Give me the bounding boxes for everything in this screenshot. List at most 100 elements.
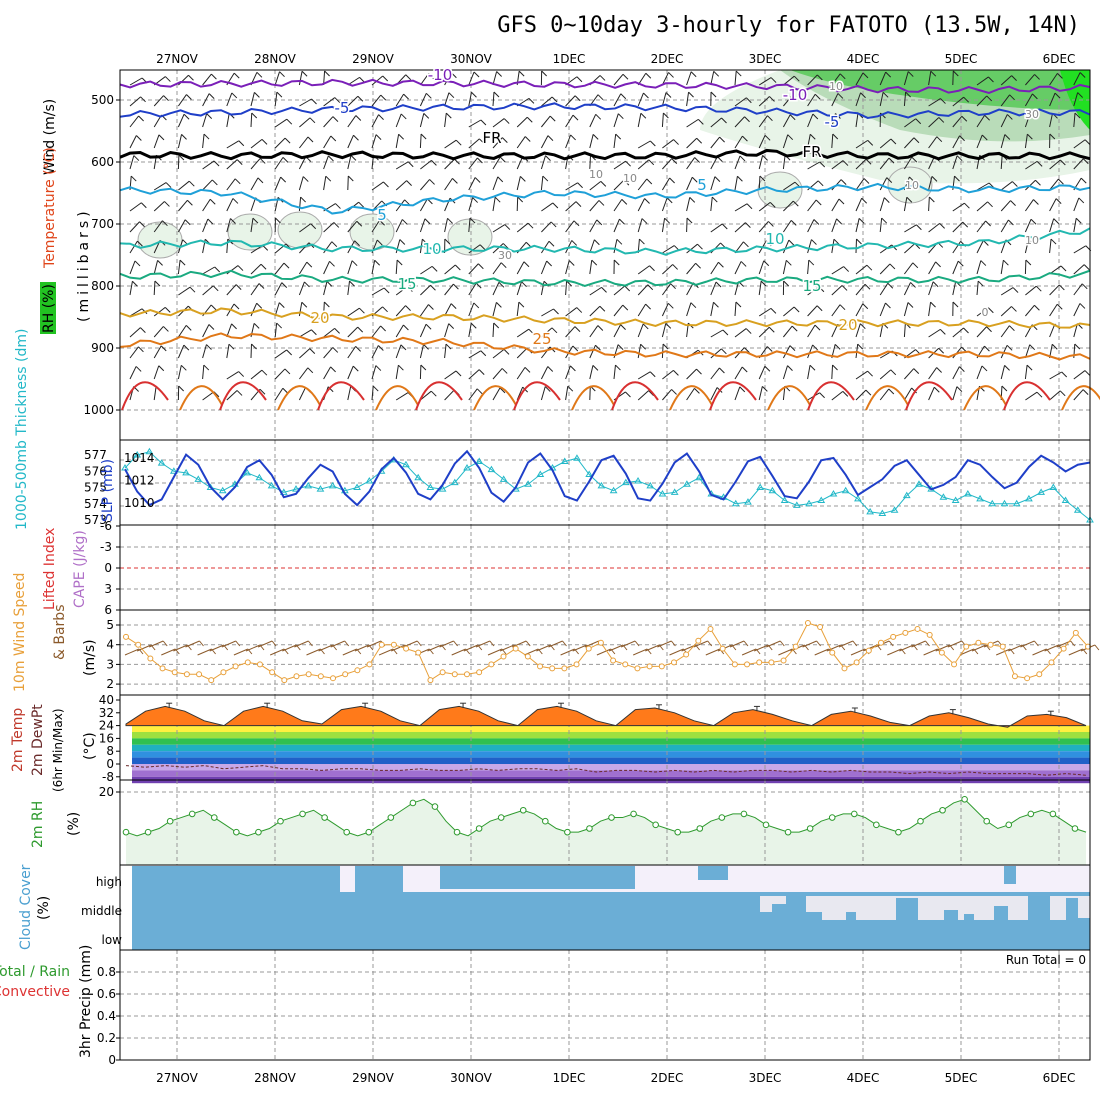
wind-barb xyxy=(734,155,741,170)
wind-barb-flag xyxy=(865,158,872,165)
contour-label: -10 xyxy=(428,66,453,84)
wind10m-point xyxy=(537,663,544,670)
wind-barb xyxy=(686,243,698,254)
wind-barb-flag xyxy=(154,280,161,287)
wind-barb xyxy=(178,199,188,212)
wind-barb-flag xyxy=(355,115,362,121)
wind-barb-flag xyxy=(985,220,991,227)
thickness-point xyxy=(169,467,178,474)
wind10m-point xyxy=(658,663,665,670)
wind10m-point xyxy=(646,663,653,670)
wind-barb-flag xyxy=(1084,370,1091,376)
wind-barb-flag xyxy=(690,71,697,78)
wind-barb-flag xyxy=(139,221,145,228)
date-tick-bottom: 4DEC xyxy=(847,1071,880,1085)
wind-barb-flag xyxy=(568,260,575,266)
thickness-point xyxy=(817,496,826,503)
wind-barb-flag xyxy=(430,284,436,291)
wind-barb-flag xyxy=(1004,134,1011,140)
wind-barb xyxy=(928,302,932,317)
wind-barb-flag xyxy=(1084,139,1091,146)
wind10m-point xyxy=(439,669,446,676)
wind-barb xyxy=(976,365,983,380)
wind-barb-flag xyxy=(309,117,316,124)
wind-barb xyxy=(661,177,671,191)
wind-barb xyxy=(129,221,140,233)
wind10m-point xyxy=(317,673,324,680)
wind10m-barb xyxy=(185,640,200,648)
wind-barb-flag xyxy=(883,197,890,203)
wind10m-barb xyxy=(124,648,140,656)
wind-barb xyxy=(153,386,157,401)
wind10m-barb xyxy=(233,648,249,656)
wind-barb-flag xyxy=(576,76,583,83)
wind-barb xyxy=(783,306,795,317)
wind-barb xyxy=(783,325,793,338)
wind-barb-flag xyxy=(206,344,212,350)
date-tick-top: 30NOV xyxy=(450,52,492,66)
wind-barb-flag xyxy=(671,158,678,164)
wind-barb-flag xyxy=(987,201,993,208)
wind-barb-flag xyxy=(664,217,670,224)
wind-barb xyxy=(758,366,766,380)
rh2m-point xyxy=(1005,821,1013,829)
wind-barb-flag xyxy=(808,259,815,266)
thickness-point xyxy=(304,481,313,489)
cloud-middle-label: middle xyxy=(81,904,122,918)
thickness-point xyxy=(670,488,679,495)
wind-barb xyxy=(395,239,401,254)
wind10m-barb-flag xyxy=(816,640,821,647)
wind-barb-flag xyxy=(553,308,559,315)
wind-barb xyxy=(1073,158,1084,170)
isotherm-30-arc xyxy=(121,381,169,411)
wind-barb-flag xyxy=(1006,344,1013,351)
wind-barb xyxy=(250,92,255,107)
wind-barb xyxy=(589,114,597,128)
wind-barb-flag xyxy=(928,196,935,203)
isotherm-25-arc xyxy=(375,385,419,411)
wind-barb-flag xyxy=(477,263,484,270)
wind-barb-flag xyxy=(862,303,869,310)
wind-barb-flag xyxy=(1009,325,1015,332)
wind-barb-flag xyxy=(858,218,865,224)
contour-label: 30 xyxy=(498,249,512,262)
wind-barb xyxy=(298,197,302,212)
isotherm--10 xyxy=(119,78,1091,94)
wind-barb-flag xyxy=(1057,73,1063,79)
wind-barb-flag xyxy=(783,280,789,287)
wind-barb xyxy=(226,198,234,212)
wind-barb xyxy=(1049,73,1058,86)
wind-barb-flag xyxy=(1082,158,1089,165)
wind-barb-flag xyxy=(1056,303,1063,310)
slp-tick: 1012 xyxy=(124,473,155,487)
wind10m-point xyxy=(731,661,738,668)
rh2m-point xyxy=(939,806,946,814)
wind10m-point xyxy=(817,623,824,630)
lifted-index-label: Lifted Index xyxy=(42,528,58,610)
rh2m-point xyxy=(828,814,836,821)
wind-barb xyxy=(855,283,866,296)
wind-barb-flag xyxy=(866,264,873,271)
wind-barb-flag xyxy=(1035,179,1041,186)
wind-barb-flag xyxy=(378,114,384,120)
wind-barb xyxy=(831,304,841,317)
wind-barb-flag xyxy=(523,261,530,268)
wind-barb-flag xyxy=(882,91,889,98)
thickness-point xyxy=(695,473,703,481)
wind-barb xyxy=(976,76,989,86)
wind-barb xyxy=(177,94,187,107)
wind-barb xyxy=(855,389,867,401)
wind-barb-flag xyxy=(1030,218,1037,225)
wind10m-point xyxy=(1072,629,1079,636)
wind-barb-flag xyxy=(596,219,603,226)
wind10m-barb xyxy=(996,648,1011,656)
wind-barb-flag xyxy=(158,365,165,372)
wind-barb-flag xyxy=(649,371,656,378)
wind-barb xyxy=(879,369,892,380)
wind-barb xyxy=(371,365,377,380)
wind-barb-flag xyxy=(351,260,358,267)
wind-barb xyxy=(250,112,253,128)
wind-barb-flag xyxy=(566,280,572,287)
wind-barb xyxy=(613,134,617,149)
wind-barb xyxy=(274,323,278,338)
